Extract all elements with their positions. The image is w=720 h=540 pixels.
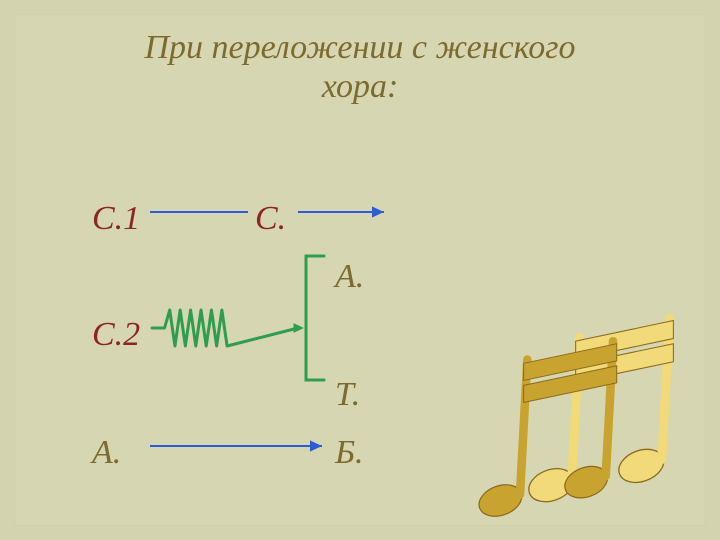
label-s1: С.1 [92, 200, 140, 238]
label-b: Б. [335, 434, 364, 472]
title-line-2: хора: [322, 68, 399, 105]
label-s2: С.2 [92, 316, 140, 354]
music-notes-icon [455, 280, 705, 525]
slide: При переложении с женского хора: С.1 С. … [0, 0, 720, 540]
label-a1: А. [92, 434, 121, 472]
label-t: Т. [335, 376, 360, 414]
slide-title: При переложении с женского хора: [0, 28, 720, 106]
label-c: С. [255, 200, 286, 238]
title-line-1: При переложении с женского [144, 29, 575, 66]
label-a2: А. [335, 258, 364, 296]
